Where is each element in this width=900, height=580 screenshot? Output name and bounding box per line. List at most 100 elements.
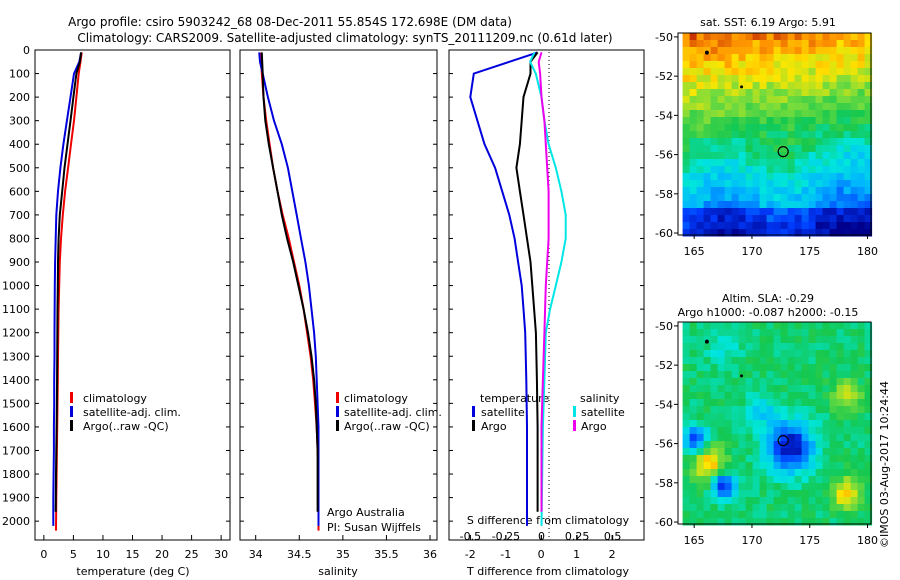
map-cell <box>724 145 733 153</box>
map-cell <box>682 40 691 48</box>
map-cell <box>696 187 705 195</box>
map-cell <box>829 476 838 484</box>
map-cell <box>836 490 845 498</box>
map-cell <box>731 406 740 414</box>
map-cell <box>724 110 733 118</box>
map-cell <box>787 434 796 442</box>
map-cell <box>752 420 761 428</box>
map-cell <box>780 33 789 41</box>
map-cell <box>829 441 838 449</box>
map-cell <box>864 222 873 230</box>
map-cell <box>794 103 803 111</box>
map-cell <box>766 518 775 526</box>
map-cell <box>850 420 859 428</box>
map-cell <box>724 61 733 69</box>
map-cell <box>766 222 775 230</box>
map-cell <box>857 511 866 519</box>
map-cell <box>703 103 712 111</box>
map-cell <box>717 434 726 442</box>
map-cell <box>787 33 796 41</box>
temperature-legend: climatology satellite-adj. clim. Argo(..… <box>70 392 181 433</box>
map-cell <box>773 441 782 449</box>
map-cell <box>717 322 726 330</box>
map-cell <box>724 201 733 209</box>
map-cell <box>731 455 740 463</box>
map-cell <box>794 336 803 344</box>
map-cell <box>787 441 796 449</box>
legend-swatch-argo <box>70 420 73 431</box>
map-cell <box>808 329 817 337</box>
map-cell <box>731 378 740 386</box>
map-cell <box>703 455 712 463</box>
map-cell <box>822 124 831 132</box>
map-cell <box>794 208 803 216</box>
map-cell <box>850 371 859 379</box>
map-cell <box>766 131 775 139</box>
map-cell <box>801 462 810 470</box>
map-cell <box>738 117 747 125</box>
map-cell <box>745 208 754 216</box>
map-cell <box>773 159 782 167</box>
map-cell <box>794 504 803 512</box>
map-cell <box>696 392 705 400</box>
map-cell <box>857 448 866 456</box>
map-cell <box>745 343 754 351</box>
map-cell <box>780 124 789 132</box>
map-cell <box>843 89 852 97</box>
map-cell <box>689 103 698 111</box>
map-cell <box>689 322 698 330</box>
map-cell <box>808 180 817 188</box>
map-cell <box>766 152 775 160</box>
map-cell <box>745 378 754 386</box>
map-cell <box>738 322 747 330</box>
map-cell <box>682 159 691 167</box>
map-cell <box>738 33 747 41</box>
map-cell <box>689 138 698 146</box>
map-cell <box>794 180 803 188</box>
map-cell <box>682 455 691 463</box>
map-cell <box>745 187 754 195</box>
map-cell <box>766 385 775 393</box>
map-cell <box>850 336 859 344</box>
map-cell <box>822 357 831 365</box>
map-cell <box>808 427 817 435</box>
map-cell <box>843 215 852 223</box>
map-cell <box>829 131 838 139</box>
map-cell <box>836 406 845 414</box>
map-cell <box>738 68 747 76</box>
map-cell <box>731 33 740 41</box>
map-cell <box>787 448 796 456</box>
map-cell <box>850 364 859 372</box>
map-cell <box>857 476 866 484</box>
map-cell <box>724 152 733 160</box>
map-cell <box>710 462 719 470</box>
map-cell <box>829 455 838 463</box>
map-cell <box>857 82 866 90</box>
map-cell <box>759 54 768 62</box>
map-cell <box>864 441 873 449</box>
map-cell <box>794 357 803 365</box>
map-cell <box>857 117 866 125</box>
map-cell <box>689 406 698 414</box>
map-cell <box>738 75 747 83</box>
map-cell <box>696 343 705 351</box>
map-cell <box>836 448 845 456</box>
map-cell <box>864 518 873 526</box>
map-cell <box>822 378 831 386</box>
map-cell <box>808 364 817 372</box>
map-cell <box>808 497 817 505</box>
map-cell <box>801 329 810 337</box>
map-cell <box>731 350 740 358</box>
y-tick-label: 0 <box>23 44 30 57</box>
map-cell <box>815 462 824 470</box>
map-cell <box>738 462 747 470</box>
map-cell <box>773 138 782 146</box>
map-cell <box>843 222 852 230</box>
map-cell <box>717 103 726 111</box>
map-cell <box>752 187 761 195</box>
map-cell <box>857 434 866 442</box>
map-cell <box>717 173 726 181</box>
map-cell <box>752 103 761 111</box>
map-cell <box>843 357 852 365</box>
map-cell <box>731 469 740 477</box>
